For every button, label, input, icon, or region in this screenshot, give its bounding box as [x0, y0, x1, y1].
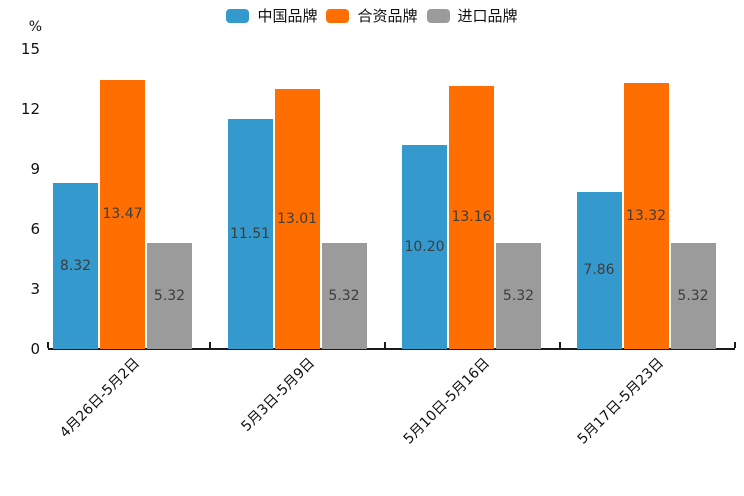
x-axis-line	[48, 348, 735, 350]
y-tick-label: 15	[20, 40, 40, 58]
bar-s0-c1: 11.51	[227, 118, 273, 349]
bar-value-label: 13.16	[451, 209, 492, 226]
y-tick-label: 12	[20, 100, 40, 118]
y-tick-label: 3	[30, 280, 40, 298]
bar-s2-c3: 5.32	[670, 242, 716, 349]
bar-value-label: 10.20	[404, 239, 445, 255]
y-axis-unit-label: %	[28, 19, 42, 35]
x-axis-tick-mark	[734, 342, 736, 348]
chart-legend: 中国品牌 合资品牌 进口品牌	[0, 7, 744, 25]
legend-swatch-icon	[326, 9, 350, 23]
bar-s2-c1: 5.32	[321, 242, 367, 349]
x-axis-tick-mark	[384, 342, 386, 348]
legend-swatch-icon	[426, 9, 450, 23]
x-axis-tick-mark	[209, 342, 211, 348]
bar-value-label: 13.01	[276, 210, 318, 227]
x-category-label: 5月17日-5月23日	[574, 355, 667, 448]
bar-s1-c3: 13.32	[623, 82, 669, 349]
y-tick-label: 6	[30, 220, 40, 238]
bar-s0-c0: 8.32	[53, 182, 98, 349]
bar-value-label: 13.47	[102, 206, 143, 223]
x-category-label: 4月26日-5月2日	[57, 355, 144, 442]
bar-s0-c3: 7.86	[576, 191, 622, 349]
bar-value-label: 8.32	[59, 257, 92, 274]
bar-value-label: 5.32	[502, 287, 535, 304]
y-tick-label: 9	[30, 160, 40, 178]
x-axis-tick-mark	[559, 342, 561, 348]
bar-value-label: 5.32	[328, 287, 360, 304]
legend-item-0: 中国品牌	[226, 7, 317, 25]
x-axis-tick-mark	[47, 342, 49, 348]
y-tick-label: 0	[30, 340, 40, 358]
bar-value-label: 5.32	[153, 287, 186, 304]
legend-item-1: 合资品牌	[326, 7, 418, 25]
bar-s1-c0: 13.47	[100, 79, 145, 349]
bar-s1-c2: 13.16	[449, 85, 494, 349]
x-category-label: 5月10日-5月16日	[400, 355, 493, 448]
bar-value-label: 5.32	[677, 287, 709, 304]
legend-item-2: 进口品牌	[426, 7, 518, 25]
bar-s1-c1: 13.01	[274, 88, 320, 349]
x-category-label: 5月3日-5月9日	[238, 355, 318, 435]
bar-s0-c2: 10.20	[402, 145, 447, 349]
legend-label: 合资品牌	[357, 7, 418, 25]
bar-value-label: 13.32	[625, 207, 667, 224]
bar-s2-c0: 5.32	[147, 242, 192, 349]
bar-value-label: 7.86	[583, 262, 615, 279]
bar-value-label: 11.51	[229, 225, 271, 242]
legend-swatch-icon	[226, 9, 250, 23]
legend-label: 中国品牌	[257, 7, 318, 25]
legend-label: 进口品牌	[457, 7, 518, 25]
bar-s2-c2: 5.32	[496, 242, 541, 349]
